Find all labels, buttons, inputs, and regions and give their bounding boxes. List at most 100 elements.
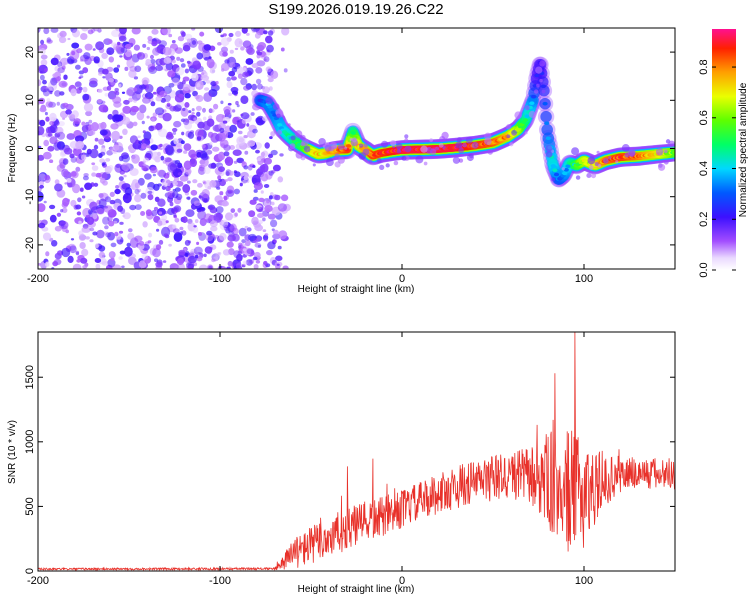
noise-speckle (68, 113, 76, 120)
noise-speckle (165, 62, 174, 71)
noise-speckle (181, 230, 187, 236)
noise-speckle (42, 88, 51, 97)
noise-speckle (246, 227, 252, 232)
noise-speckle (203, 44, 212, 51)
noise-speckle (194, 219, 199, 224)
noise-speckle (227, 234, 236, 242)
noise-speckle (80, 257, 88, 264)
noise-speckle (161, 28, 171, 36)
noise-speckle (88, 129, 96, 136)
noise-speckle (240, 95, 249, 104)
noise-speckle (151, 41, 158, 47)
noise-speckle (38, 203, 46, 213)
noise-speckle (152, 91, 157, 95)
noise-speckle (54, 225, 62, 232)
noise-speckle (84, 182, 93, 190)
noise-speckle (99, 151, 106, 156)
noise-speckle (38, 79, 42, 87)
noise-speckle (138, 241, 145, 246)
y-tick-label: 20 (24, 46, 36, 58)
noise-speckle (142, 221, 148, 228)
noise-speckle (89, 77, 98, 85)
noise-speckle (217, 252, 222, 255)
noise-speckle (226, 76, 232, 82)
ridge-speckle (608, 156, 612, 160)
noise-speckle (56, 212, 62, 217)
noise-speckle (75, 140, 85, 150)
noise-speckle (58, 80, 68, 88)
noise-speckle (162, 260, 167, 263)
noise-speckle (164, 68, 169, 72)
noise-speckle (40, 54, 48, 60)
noise-speckle (246, 248, 254, 255)
noise-speckle (61, 168, 69, 178)
noise-speckle (232, 259, 242, 269)
noise-speckle (108, 165, 114, 171)
noise-speckle (80, 33, 88, 40)
noise-speckle (277, 176, 284, 183)
noise-speckle (88, 119, 93, 124)
noise-speckle (100, 129, 108, 136)
noise-speckle (85, 110, 93, 117)
noise-speckle (98, 104, 109, 113)
ridge-core (562, 171, 568, 176)
noise-speckle (262, 229, 267, 233)
noise-speckle (252, 128, 258, 134)
noise-speckle (247, 164, 253, 171)
noise-speckle (122, 192, 132, 204)
noise-speckle (93, 56, 100, 64)
noise-speckle (176, 148, 183, 153)
ridge-speckle (276, 113, 281, 119)
ridge-core (565, 164, 571, 168)
noise-speckle (121, 162, 131, 172)
noise-speckle (60, 223, 65, 228)
noise-speckle (121, 154, 130, 163)
noise-speckle (216, 186, 221, 190)
noise-speckle (65, 109, 72, 115)
colorbar-scale (712, 29, 736, 270)
noise-speckle (142, 166, 147, 171)
ridge-speckle (545, 145, 553, 152)
noise-speckle (253, 182, 263, 191)
noise-speckle (154, 156, 161, 163)
noise-speckle (136, 111, 145, 121)
noise-speckle (38, 173, 47, 181)
noise-speckle (122, 128, 128, 135)
noise-speckle (94, 137, 99, 142)
noise-speckle (255, 78, 262, 85)
noise-speckle (183, 150, 188, 154)
noise-speckle (270, 170, 276, 174)
ridge-speckle (325, 158, 334, 167)
y-tick-label: 1500 (24, 365, 36, 389)
noise-speckle (182, 83, 191, 92)
noise-speckle (193, 246, 203, 255)
noise-speckle (148, 232, 153, 238)
noise-speckle (63, 147, 73, 155)
noise-speckle (134, 65, 142, 73)
ridge-speckle (395, 142, 403, 150)
noise-speckle (191, 73, 199, 82)
noise-speckle (206, 58, 215, 69)
noise-speckle (192, 179, 198, 184)
noise-speckle (235, 262, 242, 269)
noise-speckle (183, 42, 191, 50)
noise-speckle (160, 155, 165, 161)
noise-speckle (121, 91, 126, 95)
noise-speckle (49, 159, 54, 163)
noise-speckle (129, 168, 139, 176)
noise-speckle (256, 168, 263, 176)
noise-speckle (242, 248, 247, 252)
noise-speckle (204, 233, 214, 242)
noise-speckle (145, 58, 151, 65)
noise-speckle (47, 145, 55, 152)
ridge-speckle (590, 173, 597, 179)
noise-speckle (98, 138, 105, 145)
noise-speckle (93, 182, 99, 187)
noise-speckle (230, 208, 236, 214)
ridge-speckle (438, 142, 444, 148)
noise-speckle (114, 114, 124, 122)
noise-speckle (103, 161, 107, 165)
noise-speckle (263, 260, 268, 265)
noise-speckle (192, 225, 199, 233)
